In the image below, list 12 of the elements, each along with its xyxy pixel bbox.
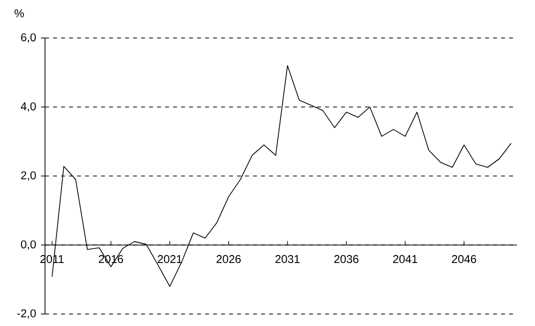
y-tick-label: 2,0 xyxy=(21,171,36,181)
x-tick-label: 2021 xyxy=(158,255,182,264)
x-tick-label: 2026 xyxy=(216,255,241,264)
x-tick-label: 2046 xyxy=(452,255,476,264)
y-tick-label: 0,0 xyxy=(20,240,36,250)
x-tick-label: 2036 xyxy=(334,255,358,264)
x-tick-label: 2031 xyxy=(275,255,300,264)
y-axis-title: % xyxy=(14,9,24,18)
x-tick-label: 2041 xyxy=(393,255,418,264)
y-tick-label: 4,0 xyxy=(20,102,36,112)
y-tick-label: 6,0 xyxy=(21,33,36,43)
y-tick-label: -2,0 xyxy=(17,309,36,319)
